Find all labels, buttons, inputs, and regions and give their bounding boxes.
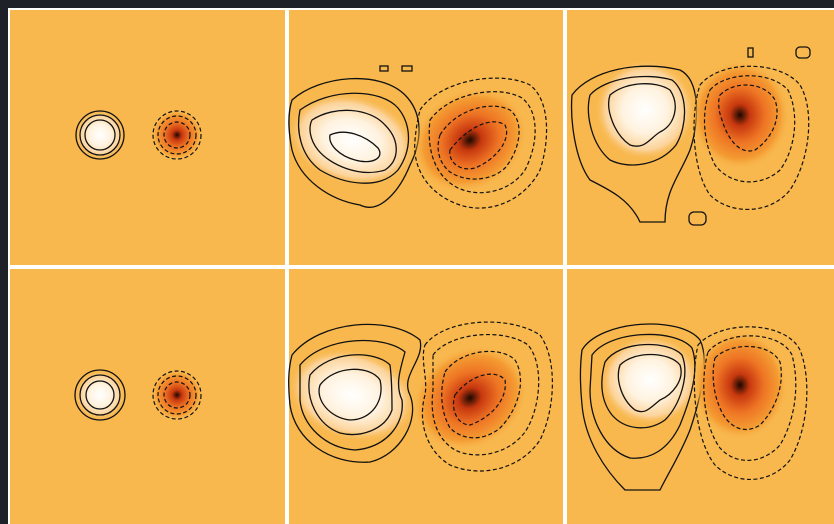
contour bbox=[84, 119, 116, 151]
negative-blob bbox=[412, 87, 528, 193]
contour bbox=[718, 84, 778, 152]
contour bbox=[401, 65, 413, 72]
contour bbox=[703, 75, 796, 183]
contour bbox=[308, 354, 393, 436]
positive-blob bbox=[600, 335, 700, 425]
panel bbox=[10, 10, 285, 265]
panel bbox=[10, 269, 285, 524]
contour bbox=[163, 121, 191, 149]
contour bbox=[589, 333, 696, 459]
contour bbox=[795, 46, 811, 59]
contour bbox=[437, 105, 520, 180]
contour bbox=[414, 77, 548, 209]
contour bbox=[688, 211, 707, 226]
positive-blob bbox=[76, 111, 124, 159]
negative-blob bbox=[152, 110, 202, 160]
contour bbox=[379, 65, 389, 72]
vortex-pair bbox=[75, 110, 202, 160]
vortex-pair bbox=[288, 321, 553, 472]
contour bbox=[452, 373, 506, 426]
contour bbox=[288, 323, 422, 463]
contour bbox=[288, 78, 420, 208]
contour bbox=[318, 368, 382, 421]
vortex-pair bbox=[288, 65, 548, 209]
contour bbox=[309, 109, 397, 174]
contour bbox=[163, 381, 191, 409]
contour bbox=[79, 374, 121, 416]
contour bbox=[428, 91, 536, 194]
contour bbox=[152, 370, 202, 420]
contour bbox=[79, 114, 121, 156]
positive-blob bbox=[288, 93, 416, 187]
negative-blob bbox=[690, 60, 790, 170]
contour bbox=[703, 335, 797, 461]
contour bbox=[579, 323, 705, 491]
contour bbox=[747, 47, 754, 58]
contour bbox=[85, 380, 115, 410]
contour bbox=[587, 75, 686, 166]
contour bbox=[617, 353, 682, 413]
contour bbox=[601, 343, 686, 429]
vortex-pair bbox=[74, 369, 202, 421]
contour bbox=[608, 83, 676, 147]
positive-blob bbox=[76, 371, 124, 419]
contour bbox=[75, 110, 125, 160]
contour bbox=[693, 65, 810, 211]
contour bbox=[693, 326, 808, 480]
contour bbox=[449, 121, 508, 170]
contour bbox=[152, 110, 202, 160]
contour bbox=[157, 375, 197, 415]
contour bbox=[297, 92, 410, 184]
positive-blob bbox=[595, 60, 695, 160]
contour bbox=[157, 115, 197, 155]
contour bbox=[570, 65, 698, 223]
contour bbox=[74, 369, 126, 421]
contour bbox=[431, 334, 540, 456]
contour bbox=[712, 345, 782, 430]
contour bbox=[441, 350, 522, 439]
vortex-pair bbox=[579, 323, 808, 491]
negative-blob bbox=[412, 345, 528, 451]
contour bbox=[421, 321, 553, 472]
contour bbox=[299, 339, 406, 451]
negative-blob bbox=[152, 370, 202, 420]
vortex-pair bbox=[570, 46, 811, 226]
contour bbox=[329, 131, 381, 163]
